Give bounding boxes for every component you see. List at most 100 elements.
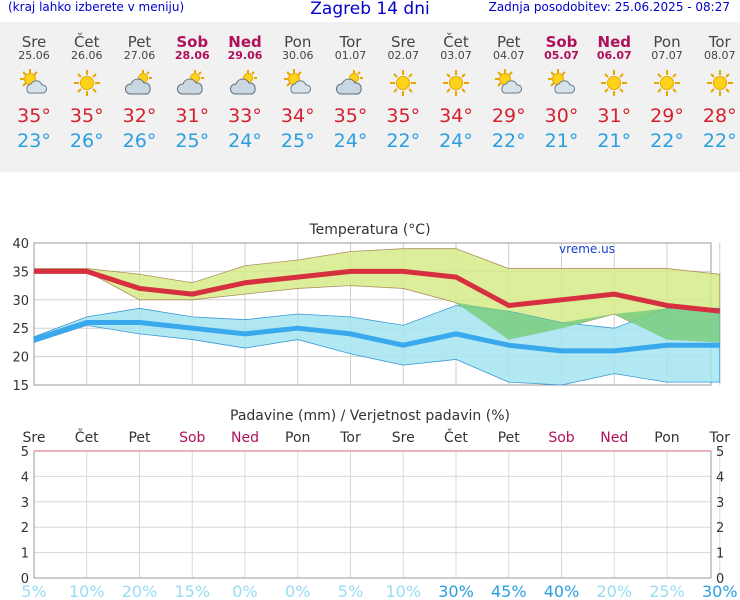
probability-label: 10% [385,582,421,600]
y-tick-label: 30 [12,294,29,309]
temperature-chart: Temperatura (°C) 15 20 25 30 35 40 vreme.us [12,222,721,390]
day-column: Pon 30.06 34° 25° [271,22,325,152]
day-name: Sre [390,33,416,51]
day-date: 03.07 [440,49,472,62]
max-temperature: 29° [491,105,526,127]
probability-label: 0% [285,582,310,600]
max-temperature: 34° [439,105,473,127]
y-tick-label-right: 1 [716,547,724,562]
y-tick-label: 35 [12,265,29,280]
y-tick-label-right: 2 [716,521,724,536]
cloudy-icon [229,68,260,98]
day-name: Sob [545,33,578,51]
sun-icon [72,68,102,98]
probability-label: 20% [596,582,632,600]
probability-label: 15% [174,582,210,600]
x-tick-label: Pet [128,430,151,446]
day-name: Ned [228,33,262,51]
day-column: Ned 06.07 31° 21° [587,22,641,152]
y-tick-label-left: 4 [21,470,29,485]
day-name: Čet [73,33,100,51]
min-temperature: 23° [17,130,51,152]
y-tick-label-right: 0 [716,572,724,587]
min-temperature: 25° [175,130,210,152]
max-temperature: 29° [650,105,684,127]
min-range-band [33,305,721,386]
day-date: 28.06 [174,49,210,62]
page-title: Zagreb 14 dni [310,0,430,19]
max-temperature: 33° [228,105,262,127]
sun-icon [599,68,629,98]
day-date: 01.07 [334,49,367,62]
min-temperature: 21° [597,130,632,152]
day-name: Pon [653,33,681,51]
x-tick-label: Ned [600,430,628,446]
day-date: 29.06 [227,49,263,62]
max-temperature: 31° [175,105,210,127]
day-column: Pon 07.07 29° 22° [640,22,694,152]
probability-label: 30% [438,582,474,600]
min-temperature: 24° [333,130,368,152]
day-name: Sre [21,33,47,51]
watermark: vreme.us [559,242,615,256]
menu-hint: (kraj lahko izberete v meniju) [8,0,185,14]
y-tick-label: 15 [12,379,29,390]
daily-forecast-strip: Sre 25.06 35° 23° Čet 26.06 35° 26° Pet 27.06 32° 2… [0,22,740,172]
day-name: Ned [597,33,631,51]
max-temperature: 35° [17,105,51,127]
probability-label: 25% [649,582,685,600]
day-date: 02.07 [387,49,420,62]
day-column: Sob 28.06 31° 25° [165,22,219,152]
probability-label: 45% [491,582,527,600]
band-overlap [34,268,720,343]
probability-label: 40% [544,582,580,600]
day-date: 07.07 [651,49,683,62]
day-date: 08.07 [704,49,736,62]
precipitation-chart: Padavine (mm) / Verjetnost padavin (%) Sr… [21,408,738,600]
x-tick-label: Pon [285,430,310,446]
day-column: Tor 01.07 35° 24° [324,22,378,152]
min-temperature: 21° [544,130,579,152]
probability-label: 30% [702,582,738,600]
y-tick-label-left: 1 [21,547,29,562]
min-temperature: 26° [69,130,104,152]
day-name: Pon [284,33,312,51]
day-date: 27.06 [123,49,156,62]
day-name: Pet [127,33,152,51]
cloudy-icon [177,68,207,98]
sun-cloud-icon [494,68,524,98]
min-temperature: 22° [650,130,684,152]
probability-label: 10% [69,582,105,600]
sun-icon [652,68,682,98]
day-column: Ned 29.06 33° 24° [218,22,272,152]
day-date: 05.07 [544,49,579,62]
chart-title: Temperatura (°C) [308,222,430,238]
day-column: Pet 04.07 29° 22° [482,22,536,152]
day-column: Sre 02.07 35° 22° [376,22,430,152]
chart-title: Padavine (mm) / Verjetnost padavin (%) [230,408,510,424]
cloudy-icon [335,68,366,98]
probability-label: 5% [338,582,363,600]
y-tick-label-left: 0 [21,572,29,587]
x-tick-label: Sre [392,430,415,446]
day-name: Tor [708,33,731,51]
day-name: Sob [176,33,209,51]
sun-icon [705,68,735,98]
max-temperature: 32° [122,105,157,127]
day-name: Pet [496,33,521,51]
min-temperature: 24° [228,130,262,152]
sun-cloud-icon [547,68,577,98]
day-date: 30.06 [282,49,314,62]
y-tick-label-right: 4 [716,470,724,485]
sun-cloud-icon [19,68,49,98]
x-tick-label: Sre [23,430,46,446]
last-updated: Zadnja posodobitev: 25.06.2025 - 08:27 [488,0,730,14]
probability-label: 5% [21,582,46,600]
max-temperature: 35° [333,105,368,127]
max-temperature-line [34,268,721,314]
day-date: 06.07 [596,49,632,62]
x-tick-label: Pet [498,430,521,446]
max-temperature: 35° [386,105,421,127]
min-temperature: 22° [491,130,526,152]
y-tick-label-left: 3 [21,496,29,511]
